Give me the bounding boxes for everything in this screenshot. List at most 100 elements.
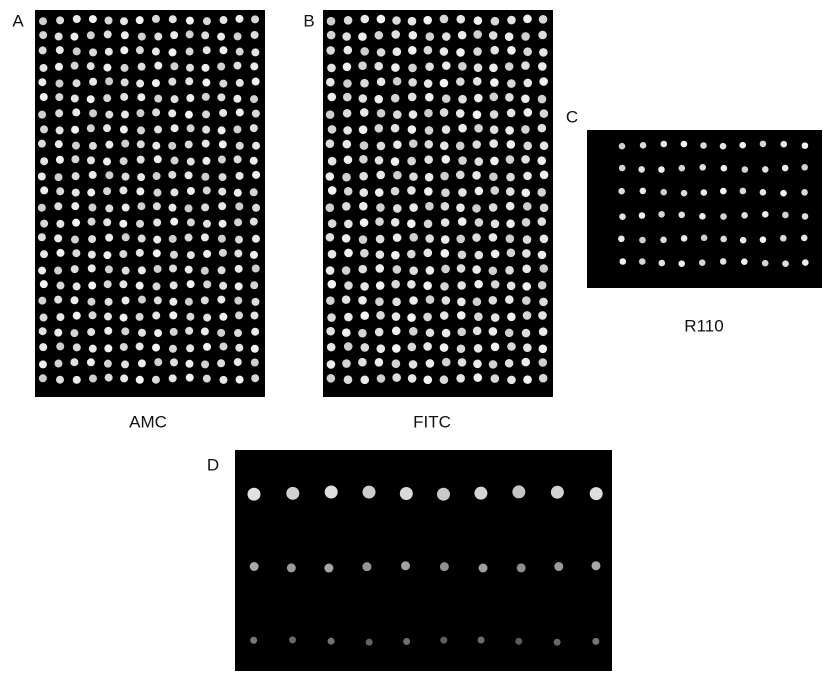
spot <box>475 187 484 196</box>
spot <box>360 376 369 385</box>
spot <box>424 109 433 118</box>
spot <box>409 139 418 148</box>
spot <box>252 171 260 179</box>
spot <box>507 282 516 291</box>
spot <box>187 218 195 226</box>
spot <box>326 110 335 119</box>
spot <box>104 344 112 352</box>
spot <box>54 267 62 275</box>
spot <box>327 313 336 322</box>
spot <box>39 360 47 368</box>
spot <box>88 235 96 243</box>
panel-caption: R110 <box>684 316 723 335</box>
spot <box>506 202 515 211</box>
spot <box>408 17 417 26</box>
spot <box>187 251 195 259</box>
spot <box>358 32 367 41</box>
spot <box>619 258 626 265</box>
spot <box>286 487 299 500</box>
spot <box>217 296 225 304</box>
spot <box>740 188 747 195</box>
spot <box>521 358 530 367</box>
spot <box>185 77 193 85</box>
spot <box>326 78 335 87</box>
spot <box>762 211 769 218</box>
spot <box>203 314 211 322</box>
spot <box>377 374 386 383</box>
spot <box>491 343 500 352</box>
spot <box>474 157 483 166</box>
spot <box>360 249 369 258</box>
spot <box>780 141 787 148</box>
spot <box>423 375 432 384</box>
spot <box>152 282 160 290</box>
spot <box>201 64 209 72</box>
spot <box>327 93 336 102</box>
spot <box>54 296 62 304</box>
spot <box>358 265 367 274</box>
spot <box>478 636 485 643</box>
spot <box>490 78 499 87</box>
spot <box>442 296 451 305</box>
spot <box>359 235 368 244</box>
spot <box>202 93 210 101</box>
spot <box>473 47 482 56</box>
spot <box>217 359 225 367</box>
spot <box>72 249 80 257</box>
spot <box>251 15 259 23</box>
spot <box>523 172 532 181</box>
spot <box>523 47 532 56</box>
spot <box>537 156 546 165</box>
spot <box>506 234 515 243</box>
spot <box>507 140 516 149</box>
spot <box>393 233 402 242</box>
spot <box>56 156 64 164</box>
spot <box>360 15 369 24</box>
spot <box>88 204 96 212</box>
spot <box>362 562 371 571</box>
spot <box>289 636 296 643</box>
spot <box>201 267 209 275</box>
spot <box>252 78 260 86</box>
spot <box>426 32 435 41</box>
spot <box>105 374 113 382</box>
spot <box>375 358 384 367</box>
spot <box>251 359 259 367</box>
spot <box>538 31 547 40</box>
spot <box>105 265 113 273</box>
spot <box>153 172 161 180</box>
spot <box>521 61 530 70</box>
spot <box>780 235 787 242</box>
spot <box>425 62 434 71</box>
spot <box>456 203 465 212</box>
spot <box>326 296 335 305</box>
spot <box>344 46 353 55</box>
spot <box>700 142 707 149</box>
spot <box>523 375 532 384</box>
spot <box>73 47 81 55</box>
spot <box>760 236 767 243</box>
spot <box>185 111 193 119</box>
spot <box>71 296 79 304</box>
spot <box>56 313 64 321</box>
spot <box>138 296 146 304</box>
spot <box>456 48 465 57</box>
spot <box>55 140 63 148</box>
spot <box>154 155 162 163</box>
spot <box>38 140 46 148</box>
spot <box>344 155 353 164</box>
spot <box>392 344 401 353</box>
spot <box>250 562 259 571</box>
spot <box>640 142 647 149</box>
spot <box>186 17 194 25</box>
spot <box>250 188 258 196</box>
spot <box>121 140 129 148</box>
spot <box>409 360 418 369</box>
spot <box>376 281 385 290</box>
spot <box>219 376 227 384</box>
spot <box>491 17 500 26</box>
spot <box>171 124 179 132</box>
spot <box>539 48 548 57</box>
spot <box>376 171 385 180</box>
spot <box>440 282 449 291</box>
